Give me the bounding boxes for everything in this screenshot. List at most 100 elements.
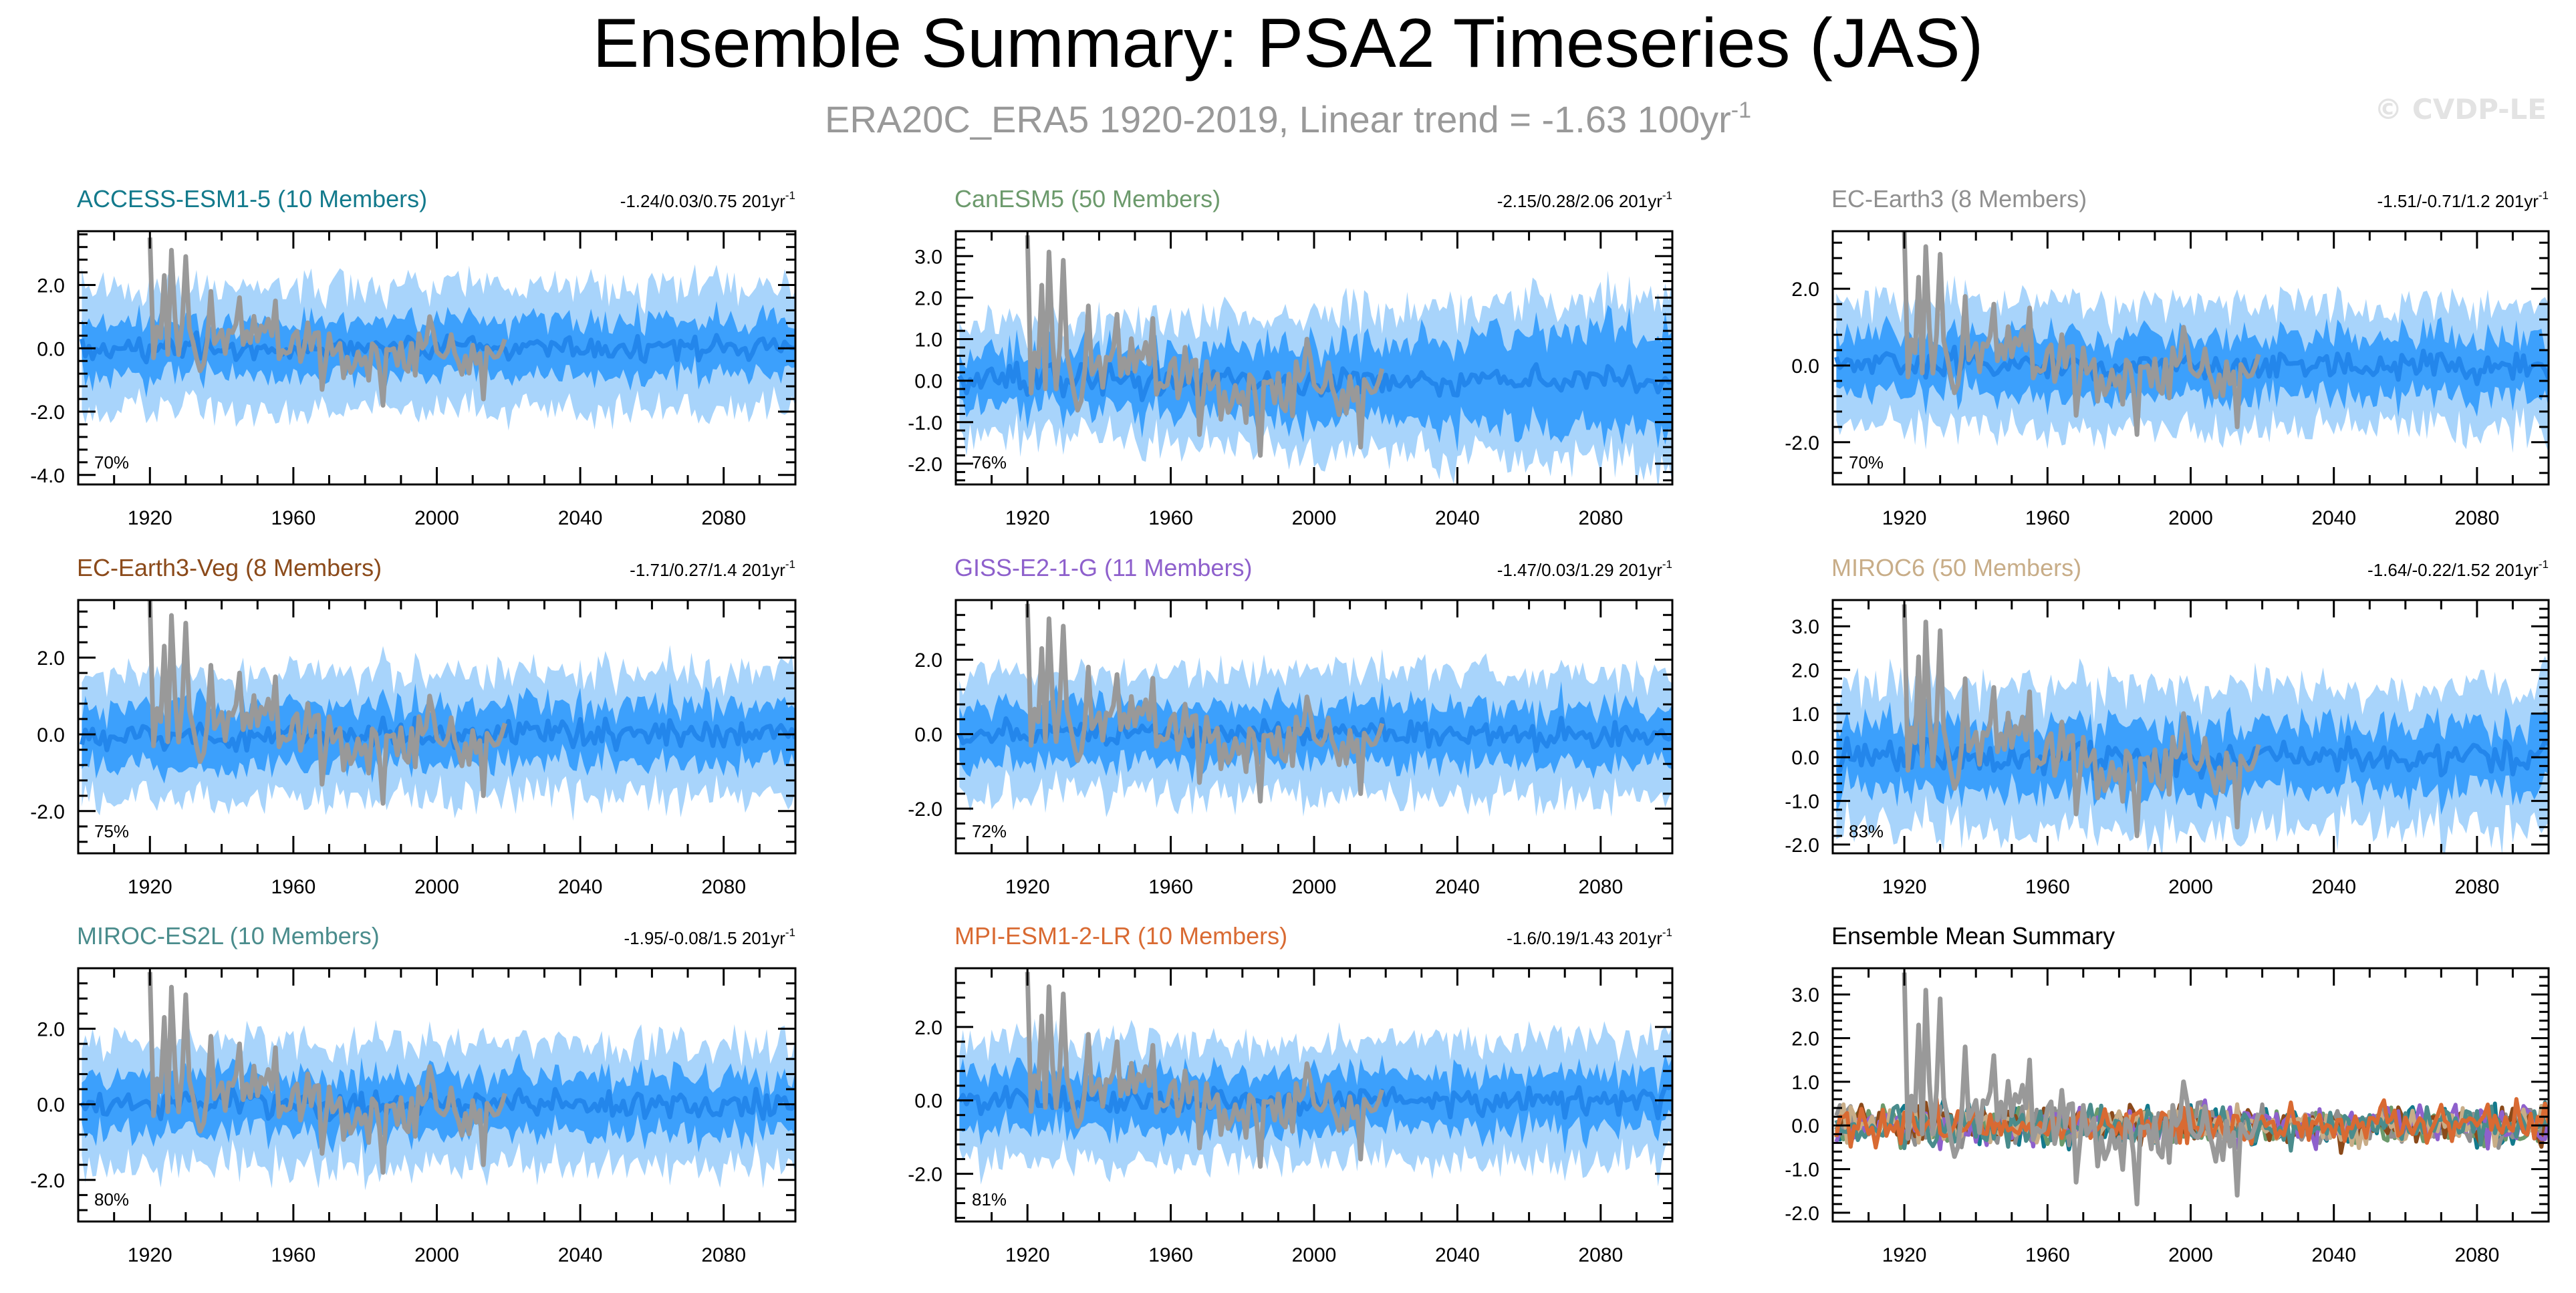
y-tick-label: 1.0 [1791,704,1819,726]
observed-line [147,237,507,408]
y-tick-label: 1.0 [914,329,942,351]
x-tick-label: 1960 [2025,876,2070,898]
x-tick-label: 2040 [558,876,603,898]
x-tick-label: 1920 [1882,1244,1927,1266]
y-tick-label: 0.0 [914,724,942,746]
y-tick-label: -2.0 [908,799,942,821]
panel-ensemble mean summary: 1920 1960 2000 2040 2080 3.0 2.0 1.0 0.0 -1.0 -2.0… [1785,922,2550,1266]
y-tick-label: 2.0 [37,275,65,297]
y-tick-label: 2.0 [37,648,65,670]
x-tick-label: 2080 [1578,876,1623,898]
y-tick-label: -2.0 [30,801,65,823]
panel-title: Ensemble Mean Summary [1831,922,2115,950]
y-tick-label: -2.0 [908,1164,942,1186]
y-tick-label: 0.0 [37,1095,65,1117]
y-tick-label: 2.0 [1791,1028,1819,1050]
x-tick-label: 1960 [271,507,316,529]
panel-title: MPI-ESM1-2-LR (10 Members) [954,922,1287,950]
x-tick-label: 1920 [1005,1244,1050,1266]
y-tick-label: 0.0 [37,724,65,746]
y-tick-label: 0.0 [1791,1115,1819,1137]
y-tick-label: -2.0 [1785,835,1819,857]
panel-title: EC-Earth3-Veg (8 Members) [77,554,382,581]
y-tick-label: -2.0 [30,1170,65,1192]
x-tick-label: 2000 [2168,876,2213,898]
y-tick-label: 3.0 [1791,616,1819,638]
x-tick-label: 2000 [414,1244,459,1266]
panel-title: GISS-E2-1-G (11 Members) [954,554,1252,581]
x-tick-label: 2040 [2311,1244,2356,1266]
y-tick-label: 2.0 [1791,660,1819,682]
percent-label: 83% [1849,821,1884,841]
x-tick-label: 1920 [128,1244,172,1266]
panel-title: ACCESS-ESM1-5 (10 Members) [77,185,427,212]
percent-label: 75% [94,821,129,841]
x-tick-label: 1960 [2025,1244,2070,1266]
panel-title: MIROC6 (50 Members) [1831,554,2081,581]
x-tick-label: 2040 [558,507,603,529]
panel-ec-earth3: 1920 1960 2000 2040 2080 2.0 0.0 -2.0 EC-Earth3 … [1785,185,2550,529]
percent-label: 76% [972,452,1007,472]
x-tick-label: 2040 [558,1244,603,1266]
x-tick-label: 1920 [1005,507,1050,529]
x-tick-label: 2080 [1578,507,1623,529]
x-tick-label: 2000 [2168,1244,2213,1266]
percent-label: 81% [972,1189,1007,1209]
x-tick-label: 2040 [1435,876,1480,898]
plot-area [79,600,795,821]
plot-area [1836,604,2549,853]
y-tick-label: -1.0 [1785,791,1819,813]
panel-giss-e2-1-g: 1920 1960 2000 2040 2080 2.0 0.0 -2.0 GISS-E2-1-… [908,554,1674,898]
observed-line [1025,235,1385,458]
x-tick-label: 2000 [2168,507,2213,529]
x-tick-label: 1920 [1882,876,1927,898]
x-tick-label: 1960 [271,1244,316,1266]
y-tick-label: -2.0 [1785,1203,1819,1225]
ensemble-mean-series [1834,1097,2549,1150]
x-tick-label: 1960 [1148,1244,1193,1266]
plot-area [957,972,1672,1187]
trend-label: -2.15/0.28/2.06 201yr-1 [1497,189,1672,211]
observed-line [1902,604,2261,839]
cvdp-watermark: © CVDP-LE [2374,93,2547,126]
panels-grid: 1920 1960 2000 2040 2080 2.0 0.0 -2.0 -4.0 ACCESS… [30,185,2550,1266]
x-tick-label: 1920 [1005,876,1050,898]
panel-canesm5: 1920 1960 2000 2040 2080 3.0 2.0 1.0 0.0 -1.0 -2.0… [908,185,1674,529]
figure-title: Ensemble Summary: PSA2 Timeseries (JAS) [593,5,1984,82]
figure-subtitle: ERA20C_ERA5 1920-2019, Linear trend = -1… [825,98,1751,140]
percent-label: 72% [972,821,1007,841]
x-tick-label: 2000 [414,507,459,529]
trend-label: -1.47/0.03/1.29 201yr-1 [1497,558,1672,580]
ensemble-mean-line [79,715,795,753]
plot-area [1834,231,2549,453]
trend-label: -1.71/0.27/1.4 201yr-1 [630,558,795,580]
observed-line [1902,231,2261,437]
panel-title: CanESM5 (50 Members) [954,185,1220,212]
x-tick-label: 1960 [2025,507,2070,529]
percent-label: 80% [94,1189,129,1209]
plot-area [957,603,1672,817]
y-tick-label: 0.0 [1791,747,1819,769]
spread-band-inner [959,305,1672,452]
y-tick-label: 0.0 [1791,355,1819,378]
x-tick-label: 1920 [128,876,172,898]
x-tick-label: 2080 [701,876,746,898]
plot-area [79,237,795,431]
panel-ec-earth3-veg: 1920 1960 2000 2040 2080 2.0 0.0 -2.0 EC-Earth3-… [30,554,797,898]
x-tick-label: 2080 [701,507,746,529]
plot-area [957,235,1672,484]
x-tick-label: 2000 [1292,1244,1337,1266]
y-tick-label: -1.0 [908,412,942,434]
y-tick-label: -4.0 [30,465,65,487]
panel-miroc6: 1920 1960 2000 2040 2080 3.0 2.0 1.0 0.0 -1.0 -2.0… [1785,554,2550,898]
x-tick-label: 2080 [701,1244,746,1266]
y-tick-label: 2.0 [914,1017,942,1039]
trend-label: -1.95/-0.08/1.5 201yr-1 [624,926,795,948]
x-tick-label: 1920 [1882,507,1927,529]
y-tick-label: -2.0 [908,454,942,476]
x-tick-label: 1960 [1148,507,1193,529]
y-tick-label: 2.0 [37,1019,65,1041]
y-tick-label: 2.0 [1791,279,1819,301]
y-tick-label: -2.0 [30,402,65,424]
